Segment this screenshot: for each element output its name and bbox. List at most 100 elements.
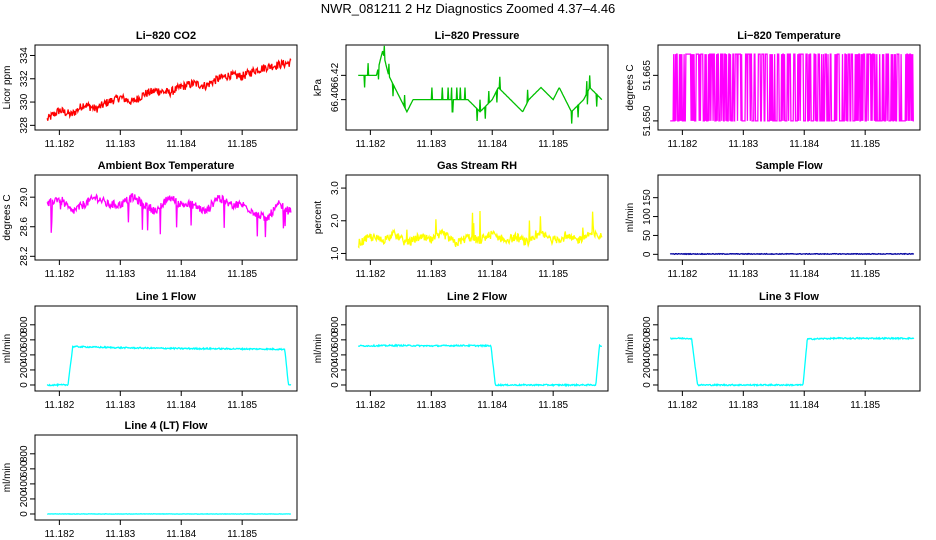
x-tick-label: 11.183 xyxy=(416,139,446,150)
figure-title: NWR_081211 2 Hz Diagnostics Zoomed 4.37–… xyxy=(320,1,616,16)
y-axis-label: ml/min xyxy=(625,334,636,363)
x-tick-label: 11.182 xyxy=(355,269,385,280)
x-tick-label: 11.184 xyxy=(789,269,819,280)
panel-title: Li−820 Temperature xyxy=(737,30,840,42)
panel-8: Line 2 Flow 11.182 11.183 11.184 11.185 0 2004… xyxy=(313,291,609,411)
y-tick-label: 200 xyxy=(642,361,653,378)
y-tick-label: 0 xyxy=(642,382,653,388)
panel-title: Li−820 Pressure xyxy=(435,30,520,42)
y-tick-label: 332 xyxy=(19,70,30,87)
panel-9: Line 3 Flow 11.182 11.183 11.184 11.185 0 2004… xyxy=(625,291,921,411)
y-tick-label: 800 xyxy=(642,316,653,333)
x-tick-label: 11.183 xyxy=(105,529,135,540)
y-tick-label: 51.650 xyxy=(642,105,653,136)
y-tick-label: 28.6 xyxy=(19,217,30,237)
y-axis-label: ml/min xyxy=(2,334,13,363)
panel-2: Li−820 Pressure 11.182 11.183 11.184 11.185 6… xyxy=(313,30,609,150)
y-tick-label: 100 xyxy=(642,208,653,225)
y-axis-label: ml/min xyxy=(625,203,636,232)
x-tick-label: 11.185 xyxy=(850,139,880,150)
x-tick-label: 11.183 xyxy=(416,269,446,280)
panel-title: Li−820 CO2 xyxy=(136,30,196,42)
y-tick-label: 400 xyxy=(19,346,30,363)
x-tick-label: 11.184 xyxy=(166,269,196,280)
y-tick-label: 66.42 xyxy=(330,62,341,87)
y-tick-label: 334 xyxy=(19,47,30,64)
panel-title: Line 1 Flow xyxy=(136,291,196,303)
x-tick-label: 11.183 xyxy=(728,269,758,280)
plot-frame xyxy=(345,305,609,392)
x-tick-label: 11.184 xyxy=(789,139,819,150)
panel-title: Line 2 Flow xyxy=(447,291,507,303)
y-tick-label: 51.665 xyxy=(642,60,653,91)
x-tick-label: 11.185 xyxy=(850,269,880,280)
x-tick-label: 11.183 xyxy=(105,139,135,150)
y-tick-label: 200 xyxy=(19,361,30,378)
y-tick-label: 800 xyxy=(19,316,30,333)
plot-frame xyxy=(345,174,609,261)
plot-frame xyxy=(657,305,921,392)
y-tick-label: 600 xyxy=(19,331,30,348)
series-line xyxy=(358,45,603,124)
y-tick-label: 50 xyxy=(642,229,653,241)
series-line xyxy=(669,252,915,256)
x-tick-label: 11.182 xyxy=(44,269,74,280)
x-tick-label: 11.182 xyxy=(667,139,697,150)
x-tick-label: 11.182 xyxy=(44,139,74,150)
y-tick-label: 400 xyxy=(330,346,341,363)
series-line xyxy=(358,343,603,388)
x-tick-label: 11.182 xyxy=(44,529,74,540)
x-tick-label: 11.185 xyxy=(227,139,257,150)
y-tick-label: 29.0 xyxy=(19,187,30,207)
series-line xyxy=(357,210,603,249)
x-tick-label: 11.183 xyxy=(728,139,758,150)
y-tick-label: 2.0 xyxy=(330,213,341,227)
plot-frame xyxy=(34,434,298,521)
y-tick-label: 400 xyxy=(642,346,653,363)
x-tick-label: 11.184 xyxy=(166,400,196,411)
x-tick-label: 11.182 xyxy=(667,400,697,411)
panel-7: Line 1 Flow 11.182 11.183 11.184 11.185 0 2004… xyxy=(2,291,298,411)
y-axis-label: ml/min xyxy=(313,334,324,363)
panel-3: Li−820 Temperature 11.182 11.183 11.184 11.1… xyxy=(625,30,921,150)
y-axis-label: kPa xyxy=(313,78,324,96)
y-axis-label: ml/min xyxy=(2,463,13,492)
series-line xyxy=(46,57,292,121)
x-tick-label: 11.185 xyxy=(538,400,568,411)
plot-frame xyxy=(657,174,921,261)
x-tick-label: 11.184 xyxy=(166,139,196,150)
y-tick-label: 150 xyxy=(642,189,653,206)
plot-frame xyxy=(345,44,609,131)
y-tick-label: 0 xyxy=(19,511,30,517)
x-tick-label: 11.185 xyxy=(850,400,880,411)
series-line xyxy=(46,345,292,388)
y-tick-label: 28.2 xyxy=(19,246,30,266)
y-tick-label: 800 xyxy=(330,316,341,333)
panel-title: Sample Flow xyxy=(755,160,823,172)
x-tick-label: 11.183 xyxy=(728,400,758,411)
panel-5: Gas Stream RH 11.182 11.183 11.184 11.185 1.0… xyxy=(313,160,609,280)
y-tick-label: 800 xyxy=(19,445,30,462)
panel-title: Gas Stream RH xyxy=(437,160,517,172)
y-tick-label: 330 xyxy=(19,93,30,110)
y-tick-label: 66.40 xyxy=(330,87,341,112)
plot-frame xyxy=(34,44,298,131)
panel-6: Sample Flow 11.182 11.183 11.184 11.185 0 50 10… xyxy=(625,160,921,280)
series-line xyxy=(669,336,915,387)
panel-title: Line 3 Flow xyxy=(759,291,819,303)
y-tick-label: 328 xyxy=(19,117,30,134)
x-tick-label: 11.184 xyxy=(166,529,196,540)
y-tick-label: 600 xyxy=(19,460,30,477)
y-tick-label: 400 xyxy=(19,475,30,492)
y-axis-label: Licor ppm xyxy=(2,66,13,110)
y-axis-label: degrees C xyxy=(2,194,13,240)
plot-frame xyxy=(34,305,298,392)
y-tick-label: 200 xyxy=(330,361,341,378)
panel-1: Li−820 CO2 11.182 11.183 11.184 11.185 328 330… xyxy=(2,30,298,150)
x-tick-label: 11.184 xyxy=(477,139,507,150)
x-tick-label: 11.185 xyxy=(538,139,568,150)
x-tick-label: 11.182 xyxy=(355,139,385,150)
panel-4: Ambient Box Temperature 11.182 11.183 11.18… xyxy=(2,160,298,280)
x-tick-label: 11.185 xyxy=(227,269,257,280)
